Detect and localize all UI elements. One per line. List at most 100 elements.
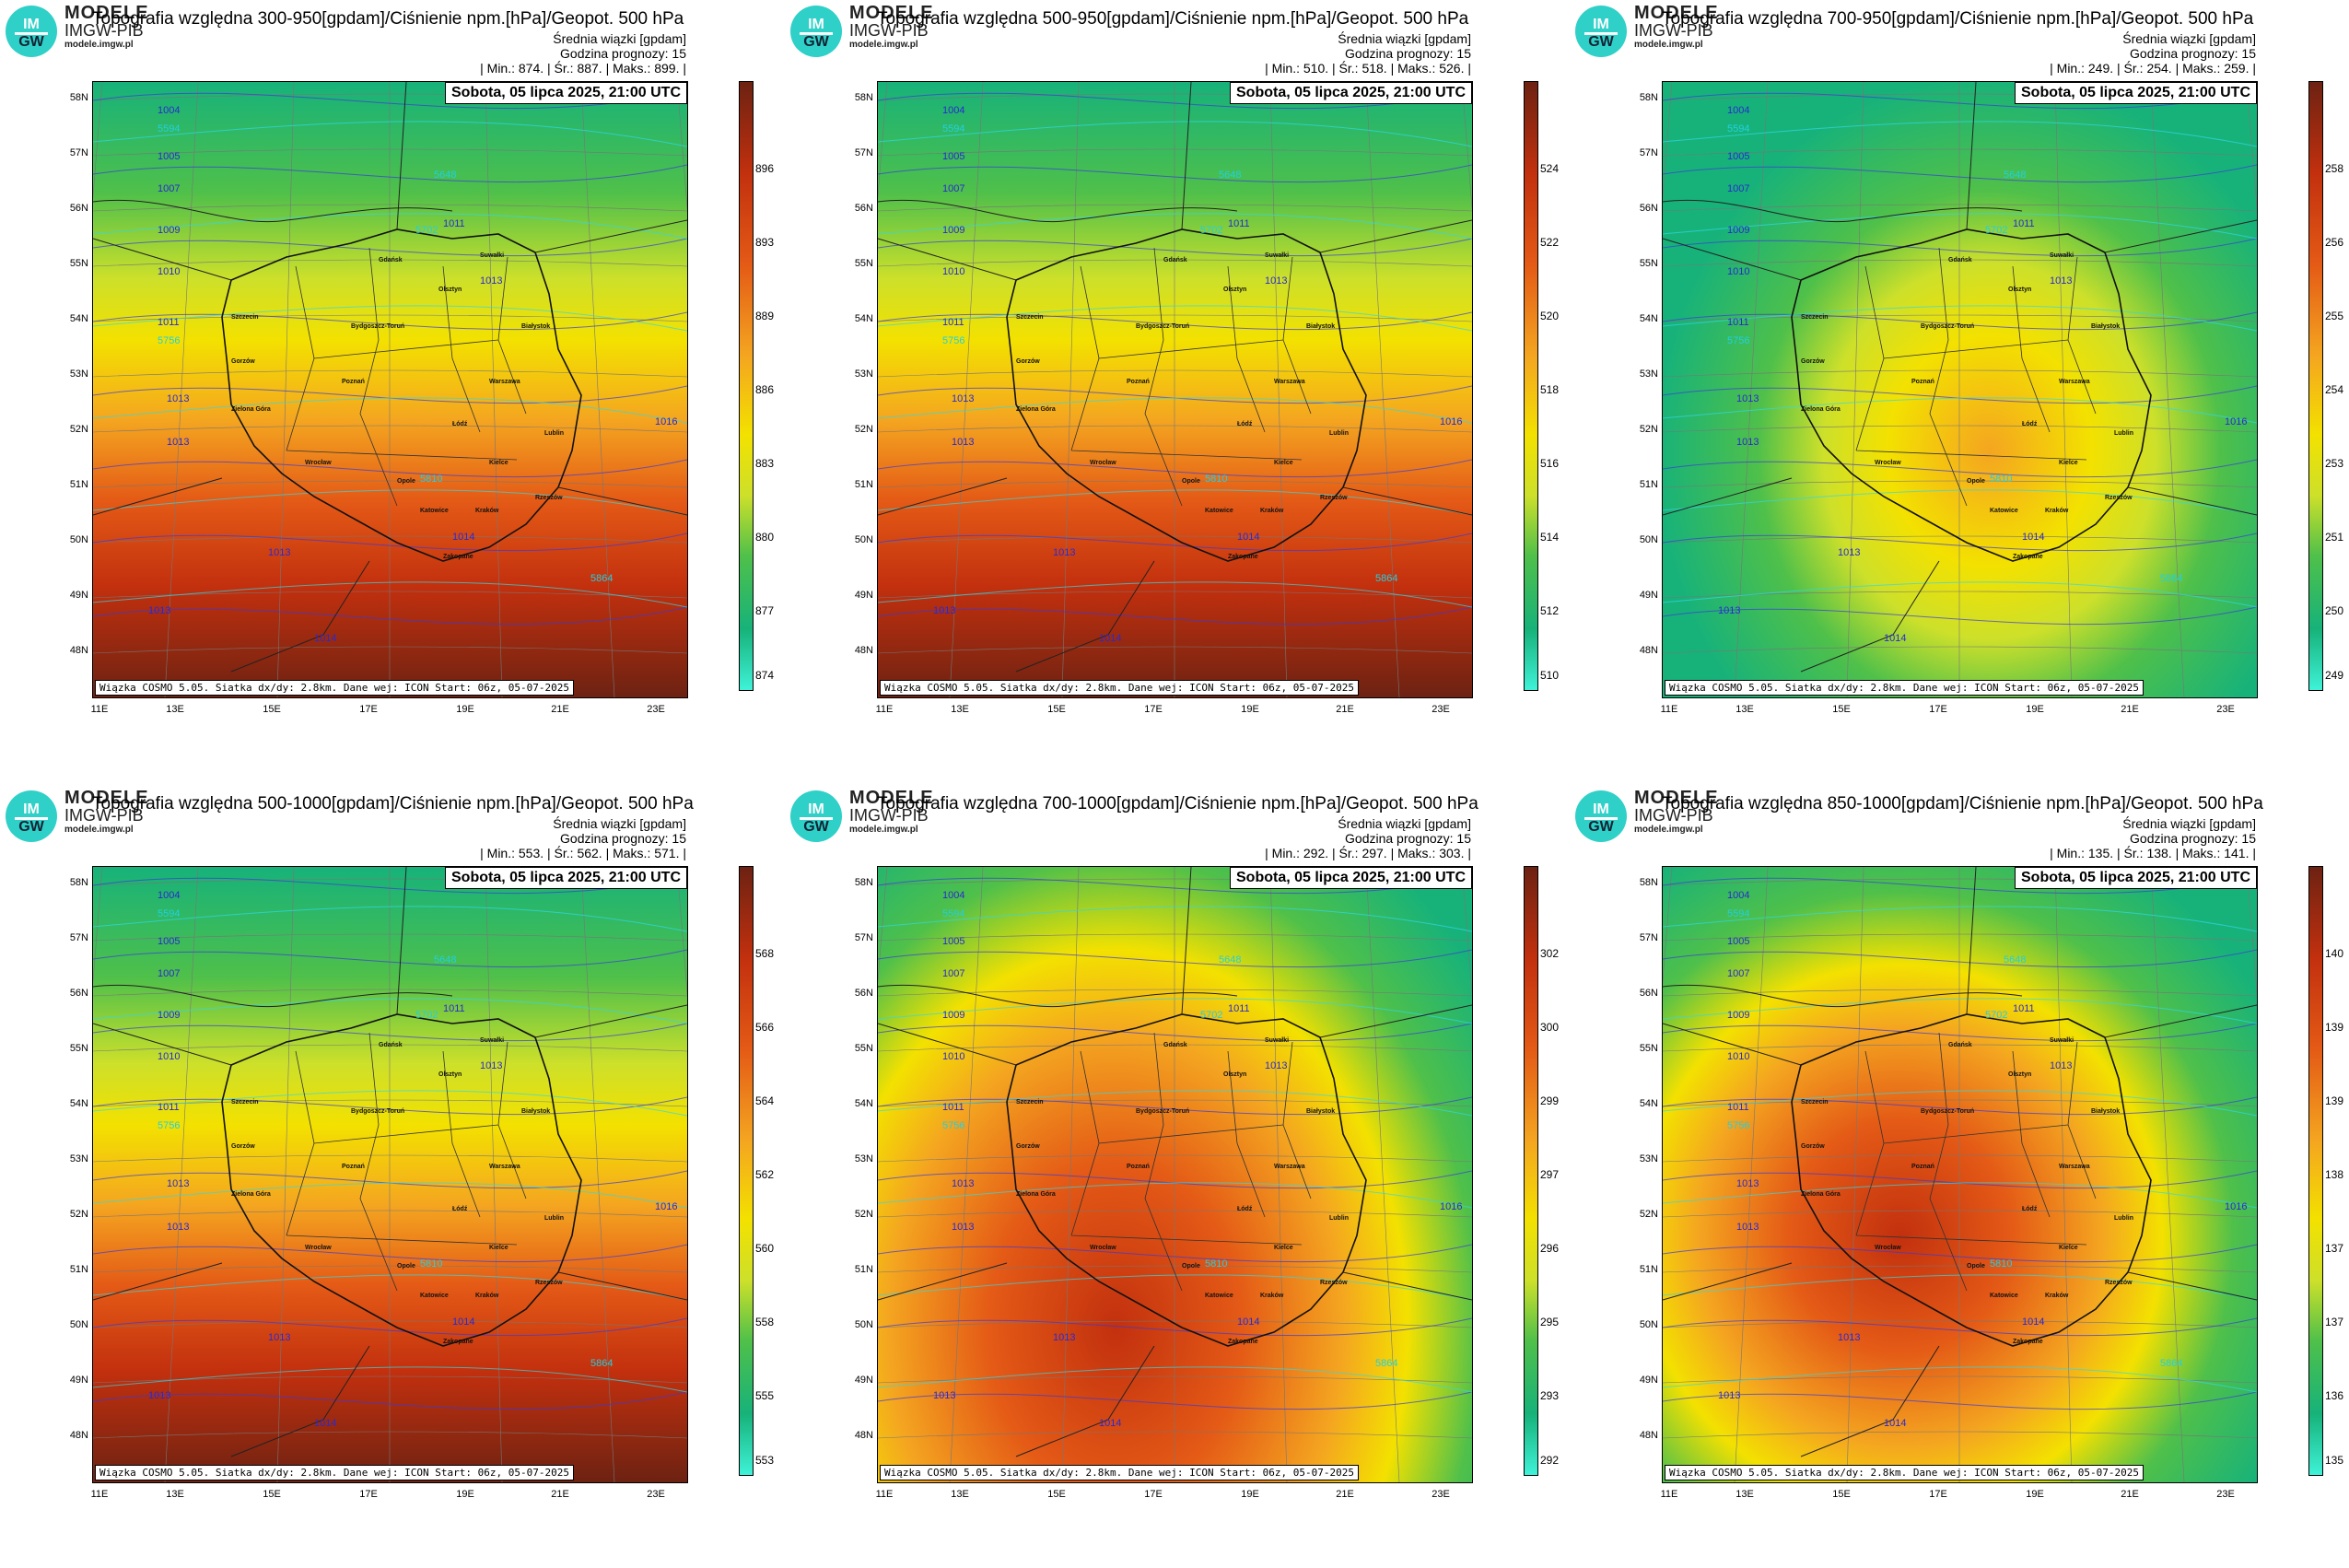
city-label: Bydgoszcz-Toruń [1136, 1108, 1190, 1115]
latitude-label: 50N [69, 1319, 88, 1330]
colorbar-tick: 295 [1540, 1316, 1560, 1328]
isobar-label: 1011 [2013, 218, 2035, 229]
geopotential-label: 5810 [420, 474, 443, 485]
latitude-label: 55N [69, 258, 88, 269]
geopotential-label: 5864 [1375, 573, 1398, 584]
isobar-label: 1016 [1440, 416, 1463, 427]
latitude-label: 58N [69, 92, 88, 103]
colorbar-tick: 300 [1540, 1021, 1560, 1034]
stats-line: | Min.: 874. | Śr.: 887. | Maks.: 899. | [480, 61, 686, 76]
geopotential-label: 5648 [1219, 170, 1242, 181]
latitude-label: 53N [1639, 1153, 1658, 1164]
colorbar-tick: 893 [755, 236, 775, 249]
colorbar-tick: 886 [755, 383, 775, 396]
date-box: Sobota, 05 lipca 2025, 21:00 UTC [2015, 82, 2257, 104]
latitude-label: 53N [1639, 369, 1658, 380]
colorbar-tick: 254 [2325, 383, 2344, 396]
longitude-label: 21E [551, 704, 569, 715]
city-label: Gorzów [1801, 358, 1825, 365]
latitude-label: 58N [1639, 92, 1658, 103]
longitude-label: 15E [1047, 1489, 1066, 1500]
longitude-label: 15E [263, 704, 281, 715]
colorbar-tick: 139 [2325, 1094, 2344, 1107]
latitude-label: 57N [1639, 147, 1658, 158]
geopotential-label: 5810 [1205, 474, 1228, 485]
latitude-label: 51N [1639, 479, 1658, 490]
geopotential-label: 5648 [1219, 954, 1242, 965]
latitude-label: 57N [1639, 932, 1658, 943]
latitude-label: 49N [69, 590, 88, 601]
colorbar-tick: 255 [2325, 310, 2344, 322]
latitude-label: 54N [1639, 313, 1658, 324]
geopotential-label: 5648 [434, 170, 457, 181]
longitude-label: 13E [1735, 1489, 1754, 1500]
forecast-hour: Godzina prognozy: 15 [2130, 46, 2256, 61]
longitude-label: 11E [90, 1489, 109, 1500]
isobar-label: 1013 [148, 1390, 171, 1401]
isobar-label: 1013 [952, 1178, 975, 1189]
geopotential-label: 5756 [1727, 335, 1750, 346]
latitude-label: 49N [854, 590, 873, 601]
isobar-label: 1013 [148, 605, 171, 616]
logo-text: MODELE IMGW-PIB modele.imgw.pl [64, 4, 149, 52]
forecast-hour: Godzina prognozy: 15 [560, 46, 686, 61]
city-label: Rzeszów [1320, 1280, 1348, 1286]
mean-label: Średnia wiązki [gpdam] [553, 816, 686, 831]
isobar-label: 1005 [158, 936, 181, 947]
city-label: Rzeszów [1320, 495, 1348, 501]
mean-label: Średnia wiązki [gpdam] [2122, 31, 2256, 46]
forecast-map: Gdańsk Suwałki Olsztyn Szczecin Bydgoszcz-To… [877, 81, 1473, 698]
colorbar-tick: 139 [2325, 1021, 2344, 1034]
latitude-label: 52N [854, 1209, 873, 1220]
latitude-label: 50N [1639, 534, 1658, 545]
longitude-label: 19E [2026, 1489, 2044, 1500]
model-info-footer: Wiązka COSMO 5.05. Siatka dx/dy: 2.8km. … [1665, 1465, 2144, 1480]
latitude-label: 58N [1639, 877, 1658, 888]
isobar-label: 1010 [1727, 1051, 1750, 1062]
isobar-label: 1014 [1099, 633, 1122, 644]
city-label: Suwałki [480, 252, 505, 259]
colorbar-tick: 137 [2325, 1242, 2344, 1255]
isobar-label: 1011 [2013, 1003, 2035, 1014]
latitude-label: 54N [69, 313, 88, 324]
geopotential-label: 5756 [158, 335, 181, 346]
logo-line-1: MODELE [1634, 3, 1719, 23]
city-label: Zielona Góra [231, 406, 271, 413]
longitude-label: 23E [647, 704, 665, 715]
city-label: Zakopane [1228, 1339, 1258, 1345]
colorbar-tick: 558 [755, 1316, 775, 1328]
city-label: Suwałki [1265, 1037, 1290, 1044]
latitude-label: 50N [1639, 1319, 1658, 1330]
latitude-label: 52N [1639, 424, 1658, 435]
city-label: Wrocław [1090, 1245, 1116, 1251]
svg-text:IM: IM [23, 802, 40, 817]
latitude-label: 49N [854, 1375, 873, 1386]
city-label: Lublin [1329, 1215, 1349, 1222]
isobar-label: 1013 [480, 275, 503, 287]
city-label: Łódź [2022, 421, 2038, 427]
city-label: Gdańsk [1948, 257, 1972, 263]
geopotential-label: 5756 [942, 1120, 965, 1131]
isobar-label: 1016 [655, 1201, 678, 1212]
city-label: Warszawa [1274, 1164, 1305, 1170]
colorbar [739, 81, 754, 691]
colorbar [1524, 81, 1538, 691]
svg-text:IM: IM [23, 17, 40, 32]
isobar-label: 1007 [1727, 183, 1750, 194]
logo-line-2: IMGW-PIB [849, 21, 929, 40]
city-label: Białystok [2091, 323, 2121, 330]
colorbar-tick: 250 [2325, 604, 2344, 617]
isobar-label: 1010 [1727, 266, 1750, 277]
colorbar-tick: 564 [755, 1094, 775, 1107]
date-box: Sobota, 05 lipca 2025, 21:00 UTC [1230, 867, 1472, 889]
isobar-label: 1014 [314, 633, 337, 644]
model-info-footer: Wiązka COSMO 5.05. Siatka dx/dy: 2.8km. … [95, 1465, 574, 1480]
city-label: Kielce [2059, 1245, 2078, 1251]
model-info-footer: Wiązka COSMO 5.05. Siatka dx/dy: 2.8km. … [880, 1465, 1359, 1480]
isobar-label: 1016 [655, 416, 678, 427]
city-label: Warszawa [2059, 379, 2090, 385]
latitude-label: 49N [1639, 1375, 1658, 1386]
latitude-label: 57N [69, 147, 88, 158]
latitude-label: 57N [854, 147, 873, 158]
latitude-label: 53N [69, 1153, 88, 1164]
